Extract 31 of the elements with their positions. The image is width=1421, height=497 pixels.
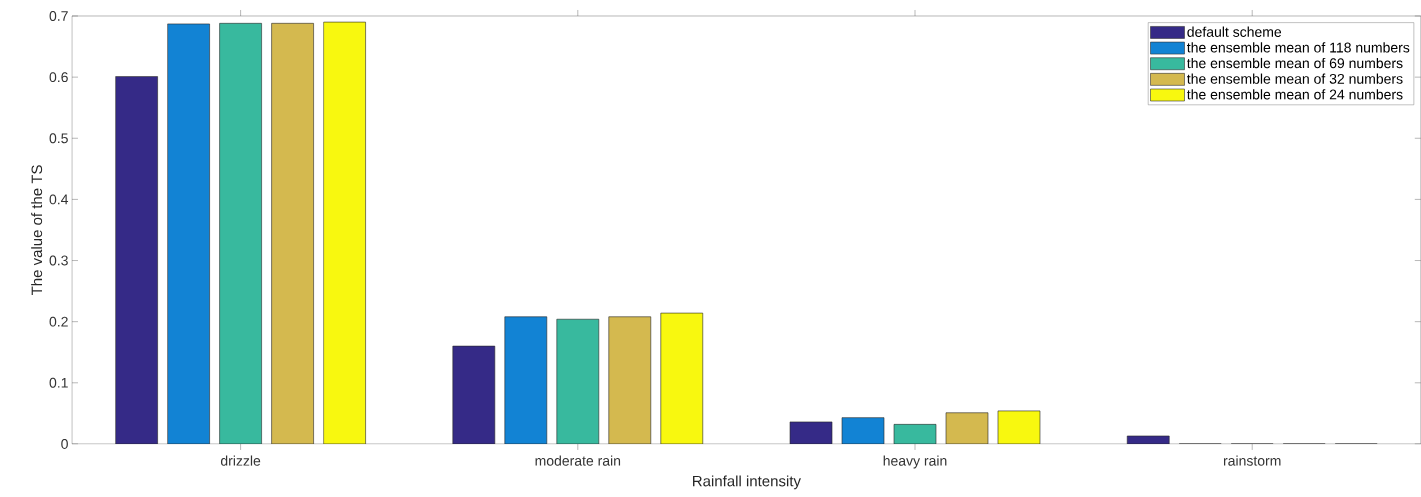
y-tick-label: 0.1 [49, 377, 68, 388]
x-tick-label: heavy rain [883, 455, 947, 469]
x-tick-label: drizzle [220, 455, 261, 466]
bar [115, 76, 158, 444]
bar [219, 23, 262, 444]
legend-label: the ensemble mean of 118 numbers [1187, 42, 1410, 53]
legend-label: default scheme [1187, 26, 1282, 37]
bar [452, 345, 496, 444]
legend-label: the ensemble mean of 69 numbers [1187, 57, 1403, 69]
bar [167, 23, 210, 444]
bar [841, 417, 885, 444]
y-tick-label: 0.4 [49, 194, 69, 205]
x-tick-label: moderate rain [535, 455, 621, 466]
bar [608, 316, 652, 444]
legend-label: the ensemble mean of 24 numbers [1187, 89, 1403, 100]
y-axis-title: The value of the TS [31, 165, 43, 296]
y-tick-label: 0.7 [49, 11, 68, 21]
y-tick-label: 0.2 [49, 316, 68, 327]
y-tick-label: 0 [61, 439, 68, 449]
bar [271, 23, 314, 444]
bar [945, 412, 989, 444]
bar [660, 312, 704, 444]
y-tick-label: 0.5 [49, 133, 68, 144]
x-axis-title: Rainfall intensity [693, 475, 801, 490]
x-tick-label: rainstorm [1223, 455, 1281, 466]
bar [556, 318, 600, 444]
y-tick-label: 0.6 [49, 72, 68, 83]
y-tick-label: 0.3 [49, 255, 68, 266]
bar [504, 316, 548, 444]
legend-label: the ensemble mean of 32 numbers [1187, 73, 1403, 84]
bar [323, 22, 366, 444]
